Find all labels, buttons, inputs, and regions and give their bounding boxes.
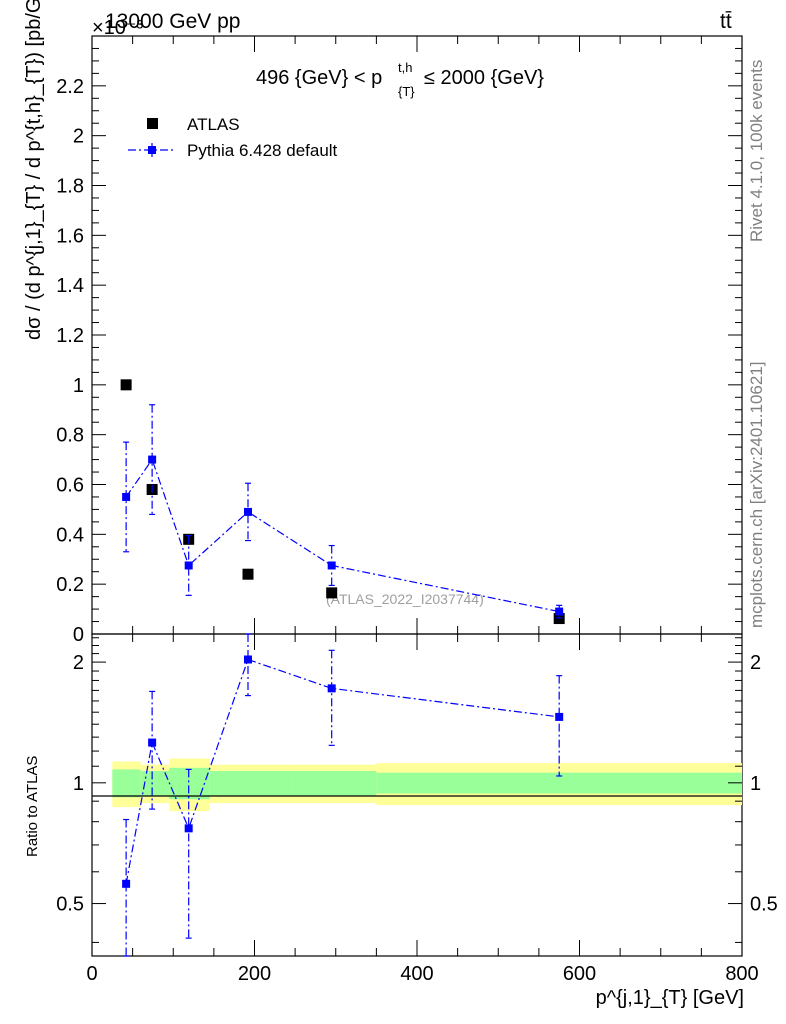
exponent-label: ×10⁻³	[92, 17, 143, 39]
cut-label-sup: t,h	[398, 60, 412, 75]
ratio-band-green	[209, 771, 292, 796]
ratio-pythia-line	[125, 658, 560, 884]
ratio-point	[184, 824, 193, 833]
pythia-point	[555, 607, 564, 616]
x-tick-label: 800	[725, 963, 758, 985]
pythia-point	[122, 492, 131, 501]
main-y-tick-label: 0.8	[56, 425, 84, 447]
legend-pythia-marker	[148, 146, 156, 154]
cut-label-start: 496 {GeV} < p	[256, 67, 382, 89]
energy-label: 13000 GeV pp	[105, 10, 240, 33]
main-y-tick-label: 0	[73, 624, 84, 646]
main-y-tick-label: 2	[73, 126, 84, 148]
atlas-point	[120, 379, 132, 391]
pythia-line	[125, 458, 560, 613]
atlas-point	[242, 568, 254, 580]
ratio-y-ticks: 0.5 0.5 1 1 2 2	[56, 637, 778, 943]
ratio-y-tick-label-right: 2	[750, 652, 761, 674]
ratio-y-tick-label: 2	[73, 652, 84, 674]
ratio-y-tick-label-right: 1	[750, 773, 761, 795]
main-y-tick-label: 1.8	[56, 176, 84, 198]
pythia-point	[184, 561, 193, 570]
ratio-point	[122, 879, 131, 888]
ratio-point	[327, 684, 336, 693]
main-y-ticks: 0 0.2 0.4 0.6 0.8 1 1.2 1.4 1.6 1.8 2 2.2	[56, 47, 742, 646]
ratio-data	[122, 633, 564, 957]
legend-atlas-marker	[147, 118, 158, 129]
ratio-bands	[112, 758, 742, 812]
ratio-band-green	[376, 772, 742, 794]
atlas-point	[326, 587, 338, 599]
ratio-band-green	[112, 769, 141, 798]
atlas-point	[553, 613, 565, 625]
process-label: tt̄	[720, 10, 732, 33]
main-y-tick-label: 0.4	[56, 524, 84, 546]
ratio-y-tick-label: 0.5	[56, 894, 84, 916]
main-y-tick-label: 1.2	[56, 325, 84, 347]
pythia-point	[148, 455, 157, 464]
mcplots-label: mcplots.cern.ch [arXiv:2401.10621]	[747, 362, 766, 628]
main-y-tick-label: 1	[73, 375, 84, 397]
legend-pythia-label: Pythia 6.428 default	[187, 141, 338, 160]
main-data	[120, 379, 565, 625]
main-y-tick-label: 0.6	[56, 475, 84, 497]
ratio-point	[555, 712, 564, 721]
x-tick-label: 0	[86, 963, 97, 985]
ratio-band-green	[169, 767, 210, 800]
main-ylabel-text: dσ / (d p^{j,1}_{T} / d p^{t,h}_{T}) [pb…	[23, 0, 45, 340]
x-tick-label: 200	[238, 963, 271, 985]
ratio-y-tick-label: 1	[73, 773, 84, 795]
ratio-point	[148, 738, 157, 747]
cut-label-end: ≤ 2000 {GeV}	[424, 67, 544, 89]
ratio-ylabel: Ratio to ATLAS	[24, 756, 41, 857]
x-tick-label: 600	[563, 963, 596, 985]
x-axis-label: p^{j,1}_{T} [GeV]	[596, 987, 744, 1009]
ratio-y-tick-label-right: 0.5	[750, 894, 778, 916]
ratio-band-green	[291, 771, 377, 796]
cut-label-sub: {T}	[398, 84, 415, 99]
main-y-tick-label: 1.4	[56, 275, 84, 297]
main-y-tick-label: 2.2	[56, 76, 84, 98]
cut-label: 496 {GeV} < p	[256, 67, 382, 89]
pythia-point	[327, 561, 336, 570]
main-ylabel: dσ / (d p^{j,1}_{T} / d p^{t,h}_{T}) [pb…	[23, 0, 45, 340]
main-y-tick-label: 0.2	[56, 574, 84, 596]
legend-atlas-label: ATLAS	[187, 115, 240, 134]
pythia-point	[244, 507, 252, 516]
main-y-tick-label: 1.6	[56, 225, 84, 247]
ratio-band-green	[140, 771, 170, 796]
x-tick-label: 400	[400, 963, 433, 985]
ratio-point	[244, 655, 252, 664]
analysis-watermark: (ATLAS_2022_I2037744)	[326, 591, 484, 607]
x-ticks: 0 200 400 600 800	[86, 36, 759, 985]
rivet-label: Rivet 4.1.0, 100k events	[747, 60, 766, 242]
